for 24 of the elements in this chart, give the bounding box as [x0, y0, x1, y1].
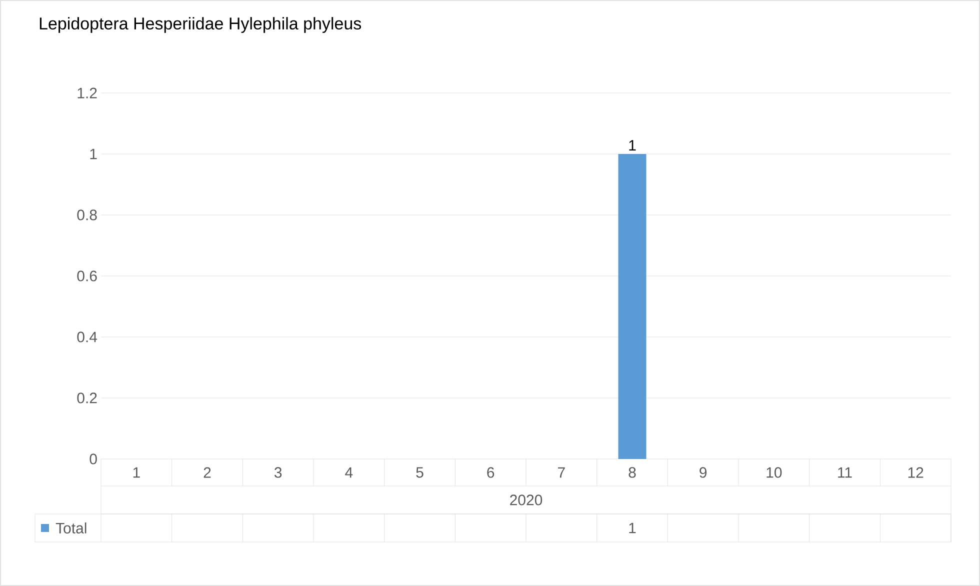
y-tick-label: 0: [90, 454, 97, 464]
x-axis-title: 2020: [510, 494, 542, 506]
y-tick-label: 0.8: [77, 210, 97, 220]
x-tick-label: 1: [133, 467, 140, 478]
x-tick-label: 7: [558, 467, 565, 478]
x-tick-label: 5: [416, 467, 424, 478]
y-tick-label: 1.2: [78, 88, 97, 98]
y-tick-label: 0.2: [77, 392, 97, 404]
x-tick-label: 4: [345, 467, 353, 478]
y-tick-label: 0.4: [77, 332, 98, 342]
data-label: 1: [629, 140, 636, 150]
text: 1: [629, 522, 636, 534]
y-tick-label: 0.6: [77, 270, 97, 282]
x-tick-label: 3: [274, 467, 282, 478]
x-tick-label: 9: [700, 467, 707, 478]
x-tick-label: 10: [766, 467, 782, 478]
x-tick-label: 11: [838, 467, 852, 478]
x-tick-label: 12: [908, 467, 924, 478]
chart-title: Lepidoptera Hesperiidae Hylephila phyleus: [40, 17, 362, 33]
x-tick-label: 8: [628, 467, 636, 478]
y-tick-label: 1: [90, 148, 97, 160]
x-tick-label: 6: [487, 467, 494, 478]
legend-label: Total: [56, 522, 86, 534]
x-tick-label: 2: [204, 467, 211, 478]
